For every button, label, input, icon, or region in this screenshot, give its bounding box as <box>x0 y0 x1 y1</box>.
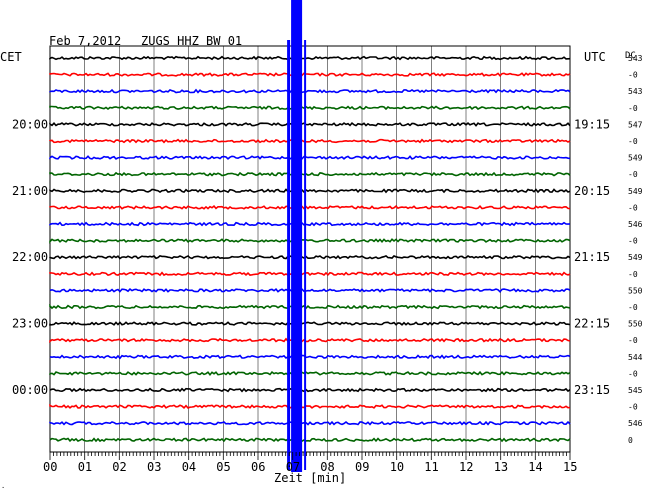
trace-row-9 <box>49 204 571 210</box>
right-timezone-label: UTC <box>584 50 606 64</box>
event-signal <box>287 0 307 472</box>
x-axis-title: Zeit [min] <box>274 471 346 485</box>
dc-offset-label: 0 <box>628 436 633 445</box>
dc-offset-label: -0 <box>628 403 638 412</box>
dc-offset-label: 549 <box>628 154 643 163</box>
dc-offset-label: 549 <box>628 253 643 262</box>
dc-offset-label: -0 <box>628 170 638 179</box>
x-tick-label: 13 <box>494 460 508 474</box>
trace-row-4 <box>49 121 571 127</box>
dc-offset-labels: 543 -0 543 -0 547 -0 549 -0 549 -0 546 -0 549 -0 550 -0… <box>628 54 643 445</box>
dc-offset-label: -0 <box>628 203 638 212</box>
event-band-left <box>287 40 291 470</box>
trace-row-6 <box>49 155 571 160</box>
dc-offset-label: -0 <box>628 336 638 345</box>
dc-offset-label: 550 <box>628 286 643 295</box>
dc-offset-label: -0 <box>628 369 638 378</box>
event-band-right <box>304 40 307 470</box>
dc-offset-label: -0 <box>628 71 638 80</box>
corner-mark: . <box>1 482 5 490</box>
dc-offset-label: 547 <box>628 120 643 129</box>
x-tick-label: 05 <box>216 460 230 474</box>
left-time-label: 20:00 <box>12 117 48 131</box>
left-time-label: 21:00 <box>12 184 48 198</box>
right-time-label: 20:15 <box>574 184 610 198</box>
trace-row-13 <box>49 271 571 277</box>
dc-offset-label: -0 <box>628 137 638 146</box>
trace-row-8 <box>49 188 571 194</box>
trace-row-23 <box>49 437 571 443</box>
trace-row-5 <box>49 138 571 144</box>
left-time-label: 22:00 <box>12 250 48 264</box>
dc-offset-label: 550 <box>628 320 643 329</box>
dc-offset-label: 549 <box>628 187 643 196</box>
trace-row-14 <box>49 287 571 293</box>
dc-offset-label: 546 <box>628 220 643 229</box>
dc-offset-label: -0 <box>628 237 638 246</box>
header-station: ZUGS HHZ BW 01 <box>141 34 242 48</box>
x-tick-label: 00 <box>43 460 57 474</box>
time-labels: 20:00 21:00 22:00 23:00 00:00 19:15 20:15 21:15… <box>12 117 610 397</box>
x-tick-label: 03 <box>147 460 161 474</box>
dc-offset-label: -0 <box>628 303 638 312</box>
trace-row-17 <box>49 337 571 343</box>
x-tick-label: 02 <box>112 460 126 474</box>
x-tick-label: 14 <box>528 460 542 474</box>
trace-row-19 <box>49 370 571 376</box>
dc-offset-label: -0 <box>628 270 638 279</box>
trace-row-18 <box>49 354 571 360</box>
right-time-label: 23:15 <box>574 383 610 397</box>
x-tick-label: 06 <box>251 460 265 474</box>
x-tick-label: 15 <box>563 460 577 474</box>
x-tick-label: 08 <box>320 460 334 474</box>
trace-row-22 <box>49 420 571 426</box>
dc-offset-label: 546 <box>628 419 643 428</box>
trace-row-0 <box>49 55 571 61</box>
x-tick-label: 12 <box>459 460 473 474</box>
x-tick-label: 09 <box>355 460 369 474</box>
dc-offset-label: 543 <box>628 87 643 96</box>
trace-row-2 <box>49 88 571 94</box>
trace-row-12 <box>49 254 571 260</box>
header-date: Feb 7,2012 <box>49 34 121 48</box>
trace-row-15 <box>49 303 571 310</box>
right-time-label: 22:15 <box>574 317 610 331</box>
trace-row-3 <box>49 105 571 111</box>
left-time-label: 23:00 <box>12 317 48 331</box>
x-tick-label: 10 <box>390 460 404 474</box>
x-tick-label: 04 <box>182 460 196 474</box>
dc-offset-label: 544 <box>628 353 643 362</box>
x-axis: 00 01 02 03 04 05 06 07 08 09 10 11 12 13 14 15 <box>43 452 577 474</box>
right-time-label: 19:15 <box>574 117 610 131</box>
dc-offset-label: 543 <box>628 54 643 63</box>
trace-row-21 <box>49 403 571 410</box>
trace-row-20 <box>49 387 571 393</box>
left-timezone-label: CET <box>0 50 22 64</box>
trace-row-10 <box>49 221 571 227</box>
right-time-label: 21:15 <box>574 250 610 264</box>
event-band <box>291 0 303 472</box>
trace-row-11 <box>49 238 571 244</box>
trace-row-7 <box>49 171 571 177</box>
trace-row-16 <box>49 321 571 327</box>
seismic-traces <box>49 55 571 443</box>
x-tick-label: 11 <box>424 460 438 474</box>
trace-row-1 <box>49 72 571 77</box>
dc-offset-label: -0 <box>628 104 638 113</box>
x-tick-label: 07 <box>286 460 300 474</box>
dc-label: DC <box>625 51 636 61</box>
left-time-label: 00:00 <box>12 383 48 397</box>
x-tick-label: 01 <box>78 460 92 474</box>
dc-offset-label: 545 <box>628 386 643 395</box>
